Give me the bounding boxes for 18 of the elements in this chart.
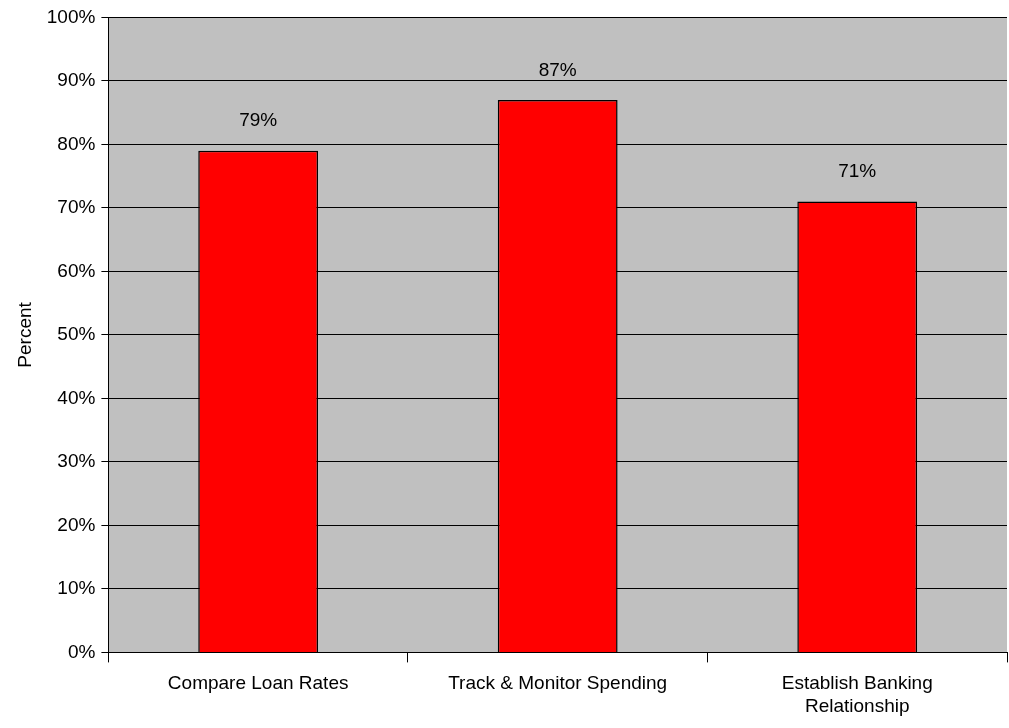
data-label: 71% <box>838 160 877 182</box>
x-tick-label: Track & Monitor Spending <box>448 672 668 694</box>
data-label: 87% <box>538 58 577 80</box>
x-tick-label: Establish Banking Relationship <box>781 672 933 716</box>
y-tick-label: 80% <box>57 132 96 154</box>
data-label: 79% <box>239 109 278 131</box>
y-tick-label: 30% <box>57 450 96 472</box>
x-tick-label: Compare Loan Rates <box>167 672 349 694</box>
y-tick-label: 10% <box>57 577 96 599</box>
y-tick-label: 0% <box>67 640 96 662</box>
y-tick-label: 20% <box>57 513 96 535</box>
y-tick-label: 50% <box>57 323 96 345</box>
y-axis-title: Percent <box>13 301 35 368</box>
y-tick-label: 60% <box>57 259 96 281</box>
y-tick-label: 90% <box>57 69 96 91</box>
y-tick-label: 70% <box>57 196 96 218</box>
y-tick-label: 40% <box>57 386 96 408</box>
y-tick-label: 100% <box>46 5 96 27</box>
